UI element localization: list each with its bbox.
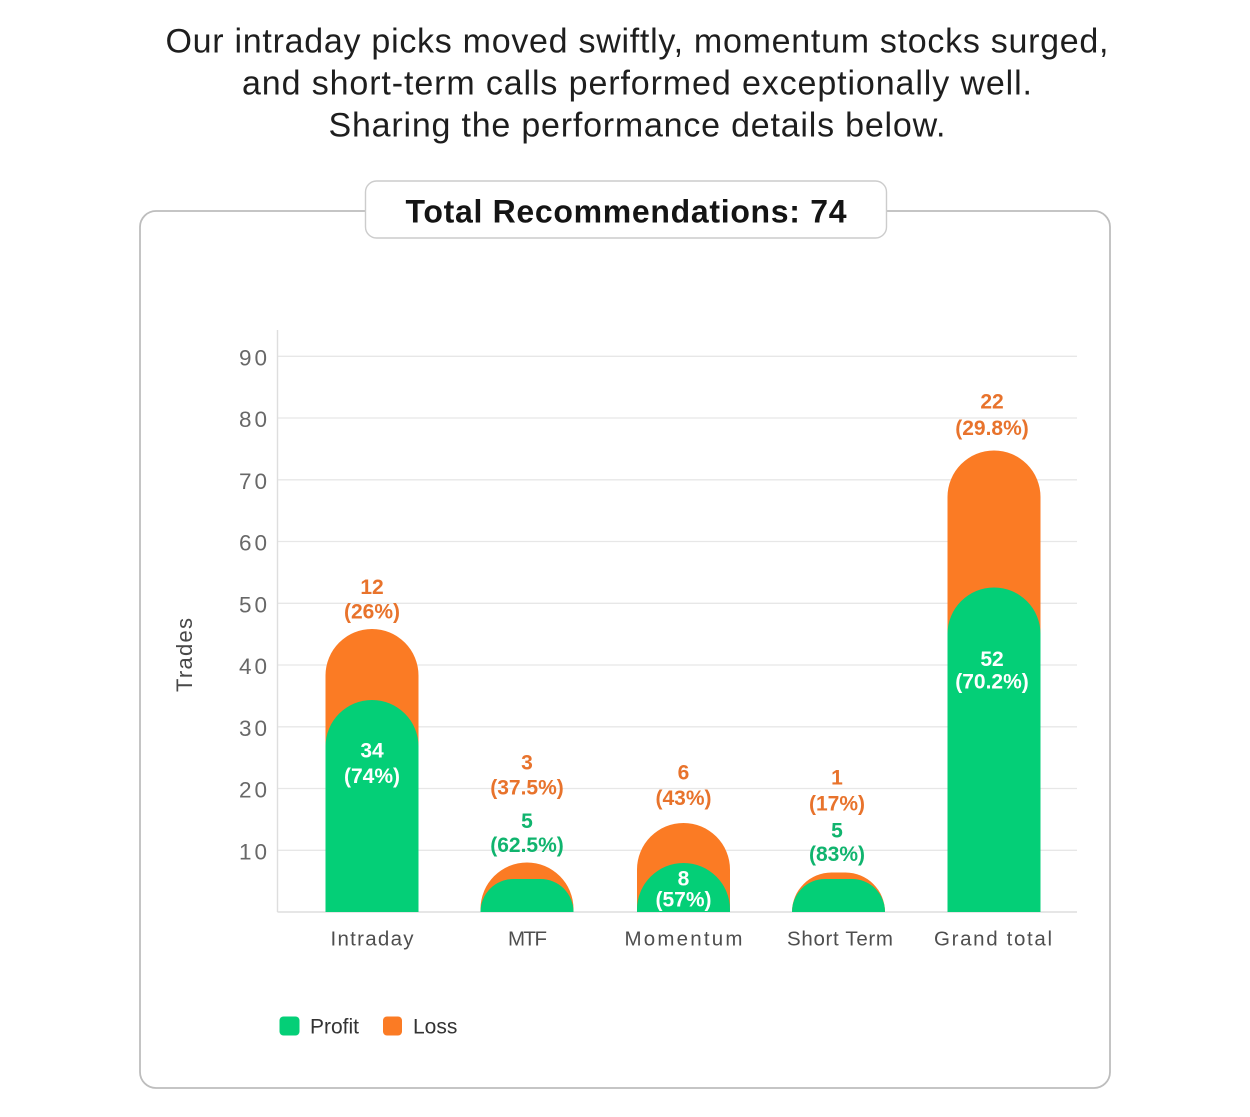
svg-text:(74%): (74%) xyxy=(344,765,400,788)
svg-text:(57%): (57%) xyxy=(655,889,711,912)
svg-text:3: 3 xyxy=(521,752,533,775)
svg-text:6: 6 xyxy=(678,762,690,785)
svg-text:1: 1 xyxy=(831,767,843,790)
svg-text:Total Recommendations: 74: Total Recommendations: 74 xyxy=(406,194,847,230)
svg-text:MTF: MTF xyxy=(508,928,547,951)
svg-text:Grand total: Grand total xyxy=(934,928,1052,951)
svg-text:Trades: Trades xyxy=(172,618,197,692)
svg-text:Our intraday picks moved swift: Our intraday picks moved swiftly, moment… xyxy=(166,23,1109,61)
svg-text:(29.8%): (29.8%) xyxy=(955,417,1029,440)
svg-text:Loss: Loss xyxy=(413,1016,457,1039)
svg-text:(17%): (17%) xyxy=(809,793,865,816)
svg-text:(62.5%): (62.5%) xyxy=(490,834,564,857)
svg-text:12: 12 xyxy=(360,576,383,599)
svg-text:Short Term: Short Term xyxy=(787,928,893,951)
svg-text:Momentum: Momentum xyxy=(625,928,743,951)
svg-text:Profit: Profit xyxy=(310,1016,359,1039)
svg-text:34: 34 xyxy=(360,740,384,763)
svg-text:(70.2%): (70.2%) xyxy=(955,671,1029,694)
svg-text:Intraday: Intraday xyxy=(331,928,415,951)
svg-text:and short-term calls performed: and short-term calls performed exception… xyxy=(242,65,1032,103)
svg-text:5: 5 xyxy=(521,810,533,833)
svg-text:(26%): (26%) xyxy=(344,601,400,624)
svg-text:Sharing the performance detail: Sharing the performance details below. xyxy=(329,107,946,145)
svg-text:(37.5%): (37.5%) xyxy=(490,777,564,800)
svg-text:52: 52 xyxy=(980,648,1003,671)
svg-text:(43%): (43%) xyxy=(655,787,711,810)
svg-text:5: 5 xyxy=(831,820,843,843)
svg-text:8: 8 xyxy=(678,867,690,890)
svg-text:22: 22 xyxy=(980,390,1003,413)
svg-text:(83%): (83%) xyxy=(809,843,865,866)
